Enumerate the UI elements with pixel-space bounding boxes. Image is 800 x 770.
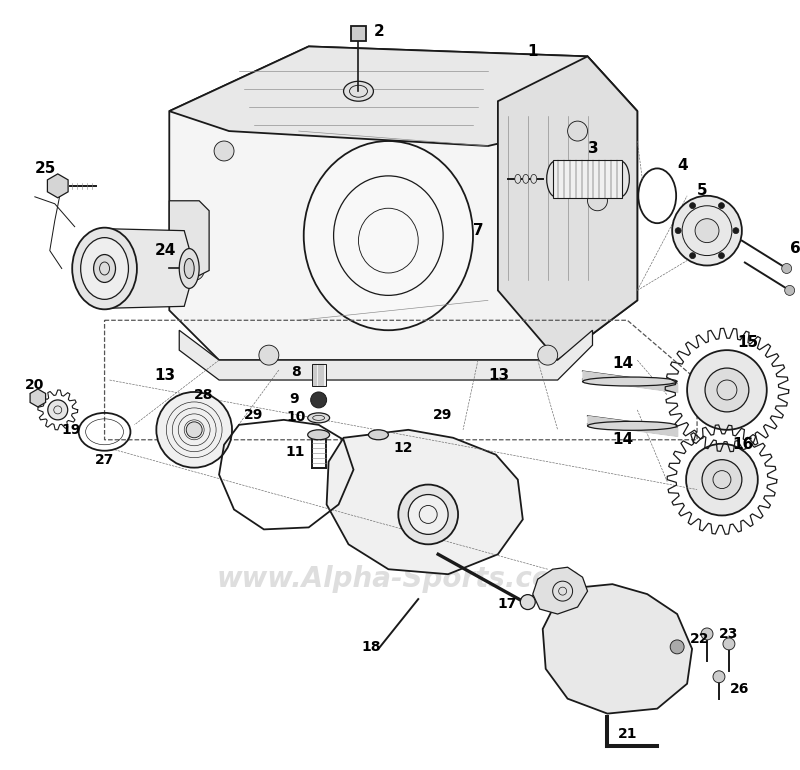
Ellipse shape — [369, 430, 388, 440]
Text: 29: 29 — [244, 408, 263, 422]
Text: 15: 15 — [737, 335, 758, 350]
Bar — [312, 364, 326, 386]
Circle shape — [538, 345, 558, 365]
Circle shape — [690, 203, 695, 209]
Text: 16: 16 — [732, 437, 753, 452]
Circle shape — [587, 191, 607, 211]
Text: 19: 19 — [62, 423, 81, 437]
Text: 1: 1 — [528, 44, 538, 59]
Text: 6: 6 — [790, 241, 800, 256]
Polygon shape — [170, 46, 638, 360]
Circle shape — [690, 253, 695, 259]
Polygon shape — [170, 46, 638, 146]
Text: 13: 13 — [488, 367, 509, 383]
Ellipse shape — [94, 255, 115, 283]
Ellipse shape — [343, 82, 374, 101]
Circle shape — [48, 400, 68, 420]
Polygon shape — [326, 430, 522, 574]
Ellipse shape — [81, 238, 129, 300]
Text: 14: 14 — [613, 432, 634, 447]
Polygon shape — [179, 330, 593, 380]
Ellipse shape — [398, 484, 458, 544]
Text: www.Alpha-Sports.com: www.Alpha-Sports.com — [216, 565, 580, 593]
Circle shape — [695, 219, 719, 243]
Circle shape — [785, 286, 794, 296]
Circle shape — [713, 671, 725, 683]
Text: 11: 11 — [286, 445, 306, 459]
Circle shape — [675, 228, 681, 233]
Ellipse shape — [587, 421, 677, 430]
Circle shape — [782, 263, 792, 273]
Circle shape — [186, 422, 202, 438]
Text: 28: 28 — [194, 388, 214, 402]
Ellipse shape — [184, 259, 194, 279]
Ellipse shape — [611, 161, 630, 197]
Circle shape — [184, 260, 204, 280]
Ellipse shape — [408, 494, 448, 534]
Circle shape — [670, 640, 684, 654]
Ellipse shape — [530, 174, 537, 183]
Ellipse shape — [308, 413, 330, 423]
Circle shape — [672, 196, 742, 266]
Circle shape — [686, 444, 758, 515]
Circle shape — [701, 628, 713, 640]
Circle shape — [568, 121, 587, 141]
Circle shape — [687, 350, 766, 430]
Text: 24: 24 — [154, 243, 176, 258]
Text: 10: 10 — [286, 410, 306, 424]
Text: 5: 5 — [697, 183, 708, 199]
Ellipse shape — [522, 174, 529, 183]
Text: 9: 9 — [289, 392, 298, 406]
Text: 2: 2 — [374, 24, 384, 39]
Circle shape — [723, 638, 735, 650]
Ellipse shape — [179, 249, 199, 289]
Text: 8: 8 — [290, 365, 301, 379]
Ellipse shape — [304, 141, 473, 330]
Text: 17: 17 — [498, 597, 518, 611]
Polygon shape — [30, 389, 46, 407]
Text: 4: 4 — [677, 159, 688, 173]
Bar — [350, 25, 366, 42]
Circle shape — [718, 203, 725, 209]
Text: 20: 20 — [25, 378, 44, 392]
Ellipse shape — [520, 594, 535, 610]
Text: 7: 7 — [473, 223, 484, 238]
Circle shape — [156, 392, 232, 467]
Polygon shape — [47, 174, 68, 198]
Text: 22: 22 — [690, 632, 710, 646]
Circle shape — [214, 141, 234, 161]
Text: 12: 12 — [394, 440, 413, 455]
Ellipse shape — [515, 174, 521, 183]
Text: 29: 29 — [433, 408, 453, 422]
Ellipse shape — [72, 228, 137, 310]
Polygon shape — [105, 229, 190, 308]
Polygon shape — [533, 567, 587, 614]
Text: 23: 23 — [719, 627, 738, 641]
Text: 25: 25 — [35, 162, 56, 176]
Circle shape — [310, 392, 326, 408]
Ellipse shape — [308, 430, 330, 440]
Polygon shape — [542, 584, 692, 714]
Text: 13: 13 — [154, 367, 175, 383]
Polygon shape — [498, 56, 638, 360]
Circle shape — [702, 460, 742, 500]
Text: 21: 21 — [618, 727, 637, 741]
Text: 27: 27 — [94, 453, 114, 467]
Text: 14: 14 — [613, 356, 634, 370]
Text: 18: 18 — [362, 640, 381, 654]
Ellipse shape — [546, 161, 565, 197]
Ellipse shape — [582, 377, 677, 386]
Text: 26: 26 — [730, 681, 750, 696]
Polygon shape — [170, 201, 209, 276]
Circle shape — [733, 228, 739, 233]
Circle shape — [718, 253, 725, 259]
Circle shape — [259, 345, 279, 365]
Circle shape — [705, 368, 749, 412]
Bar — [553, 160, 622, 198]
Text: 3: 3 — [587, 142, 598, 156]
